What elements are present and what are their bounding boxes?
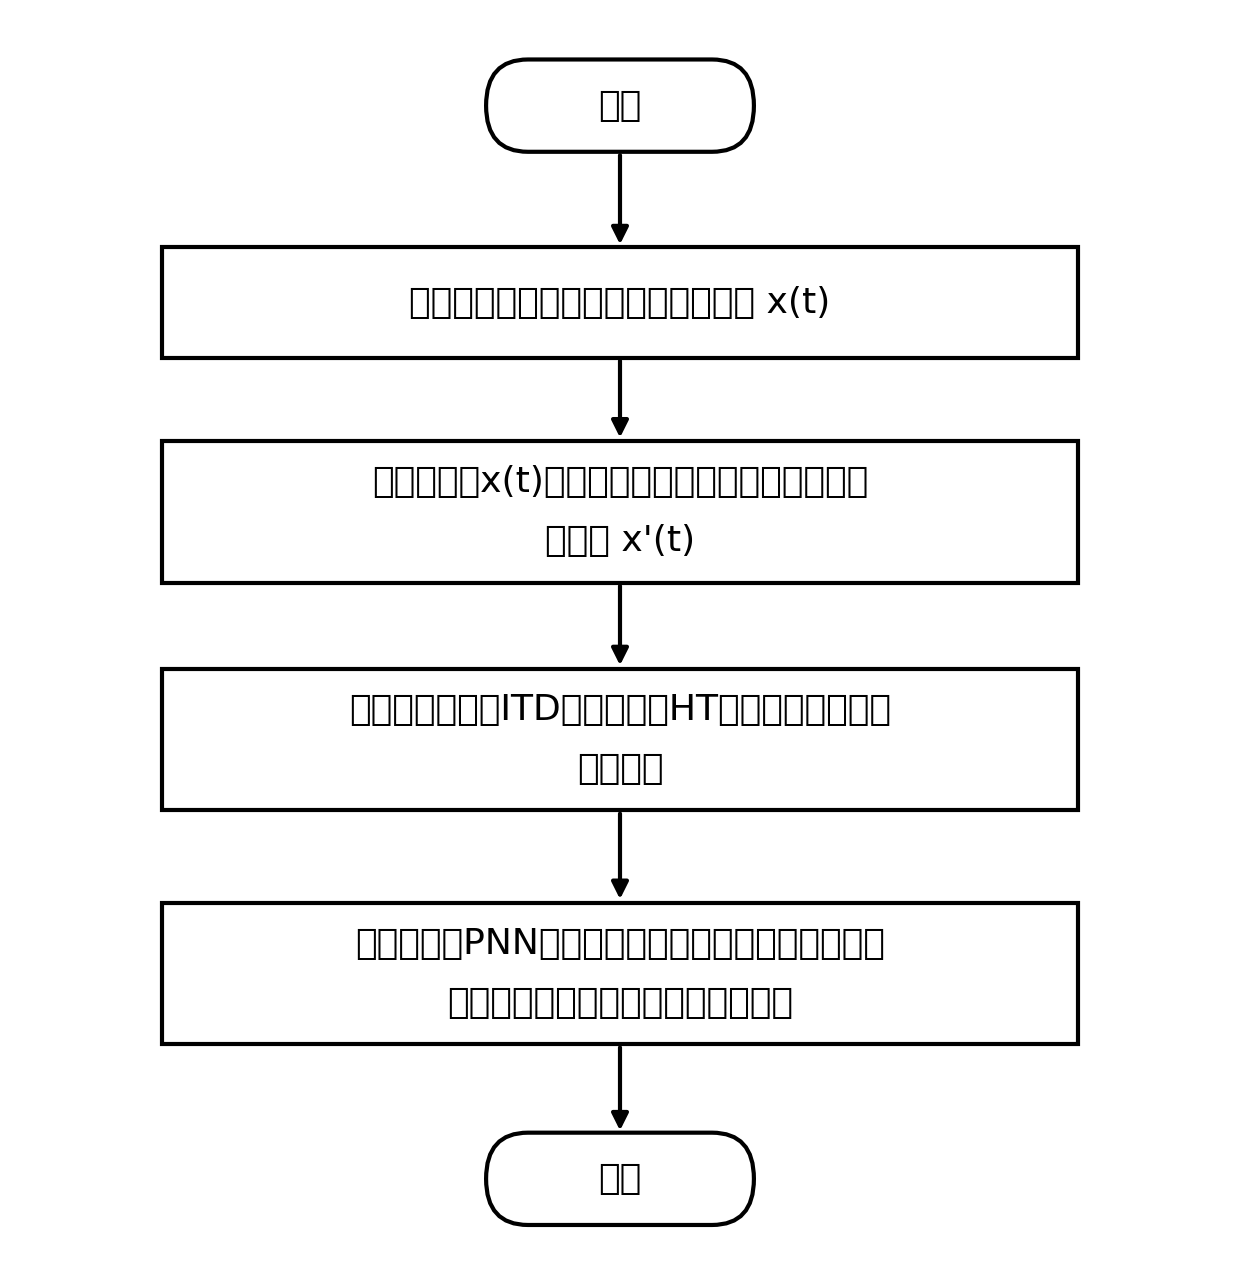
Text: 的相关特征量，对入侵信号进行分类: 的相关特征量，对入侵信号进行分类 [446,986,794,1020]
FancyBboxPatch shape [162,441,1078,582]
Text: 结束: 结束 [599,1161,641,1196]
FancyBboxPatch shape [162,669,1078,810]
Text: 量的提取: 量的提取 [577,753,663,786]
FancyBboxPatch shape [486,1133,754,1226]
FancyBboxPatch shape [162,247,1078,358]
FancyBboxPatch shape [486,59,754,151]
Text: 对实时信号x(t)进行小波去噪预处理，获得去噪后: 对实时信号x(t)进行小波去噪预处理，获得去噪后 [372,465,868,499]
FancyBboxPatch shape [162,903,1078,1044]
Text: 从电容周界监测信号中获取实时信号 x(t): 从电容周界监测信号中获取实时信号 x(t) [409,286,831,319]
Text: 的信号 x'(t): 的信号 x'(t) [544,524,696,559]
Text: 开始: 开始 [599,88,641,123]
Text: 对去噪信号采用ITD改进算法和HT变换进行相关特征: 对去噪信号采用ITD改进算法和HT变换进行相关特征 [348,692,892,727]
Text: 根据建立的PNN概率模型所确定的分类规则与所提取: 根据建立的PNN概率模型所确定的分类规则与所提取 [355,927,885,960]
